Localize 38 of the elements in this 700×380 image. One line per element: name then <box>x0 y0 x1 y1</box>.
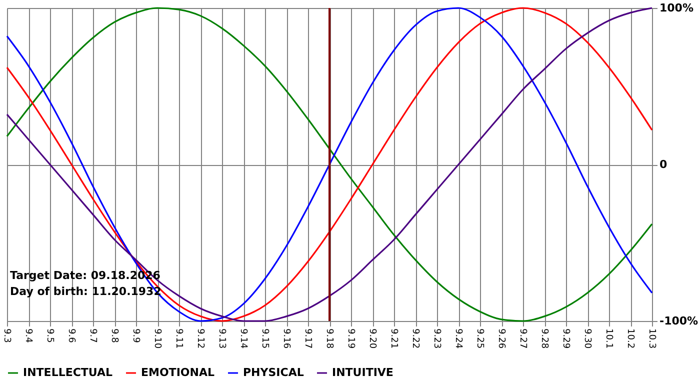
x-tick-label: 9.8 <box>109 328 119 344</box>
x-tick-label: 9.20 <box>367 328 377 349</box>
x-tick-label: 9.14 <box>238 328 248 349</box>
x-tick-label: 9.30 <box>582 328 592 349</box>
x-tick-label: 9.3 <box>2 328 12 343</box>
x-tick-label: 9.11 <box>174 328 184 349</box>
y-tick-label: 100% <box>660 2 694 14</box>
x-tick-label: 9.16 <box>281 328 291 349</box>
x-tick-label: 9.4 <box>23 328 33 344</box>
x-tick-label: 9.7 <box>88 328 98 343</box>
legend-label: PHYSICAL <box>243 366 304 379</box>
x-tick-label: 9.27 <box>518 328 528 349</box>
y-tick-label: -100% <box>660 314 698 328</box>
x-tick-label: 9.15 <box>260 328 270 349</box>
legend-label: EMOTIONAL <box>141 366 214 379</box>
x-tick-label: 9.28 <box>539 328 549 349</box>
x-tick-label: 9.23 <box>432 328 442 349</box>
x-tick-label: 9.12 <box>195 328 205 349</box>
y-tick-label: 0 <box>660 158 668 171</box>
x-tick-label: 9.19 <box>346 328 356 349</box>
x-tick-label: 9.5 <box>44 328 54 343</box>
x-tick-label: 9.21 <box>388 328 398 349</box>
x-tick-label: 9.10 <box>152 328 162 349</box>
x-tick-label: 10.2 <box>625 328 635 349</box>
x-tick-label: 9.24 <box>453 328 463 349</box>
legend-label: INTUITIVE <box>332 366 394 379</box>
x-tick-label: 9.22 <box>410 328 420 349</box>
x-tick-label: 9.29 <box>560 328 570 349</box>
x-tick-label: 9.6 <box>66 328 76 344</box>
x-tick-label: 9.17 <box>302 328 312 349</box>
legend-label: INTELLECTUAL <box>23 366 113 379</box>
x-tick-label: 9.9 <box>130 328 140 344</box>
x-tick-label: 10.1 <box>604 328 614 349</box>
x-tick-label: 9.13 <box>216 328 226 349</box>
x-tick-label: 9.25 <box>474 328 484 349</box>
x-tick-label: 10.3 <box>646 328 656 349</box>
x-tick-label: 9.26 <box>496 328 506 349</box>
x-tick-label: 9.18 <box>324 328 334 349</box>
